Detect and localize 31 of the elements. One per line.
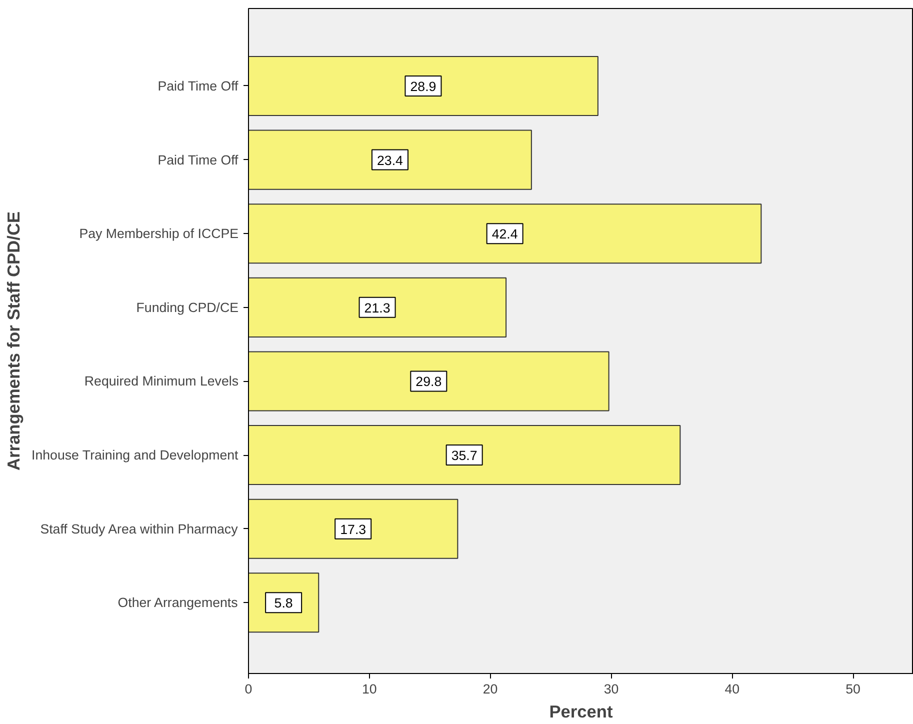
x-tick-label: 40 — [724, 682, 740, 696]
y-tick-label: Paid Time Off — [158, 152, 239, 168]
y-axis-title: Arrangements for Staff CPD/CE — [4, 212, 24, 470]
bar — [248, 56, 598, 116]
data-label: 29.8 — [416, 374, 442, 390]
data-label: 17.3 — [340, 522, 366, 537]
data-label: 5.8 — [274, 596, 293, 611]
y-tick-label: Funding CPD/CE — [136, 300, 239, 315]
y-tick-label: Staff Study Area within Pharmacy — [40, 521, 238, 536]
y-tick-label: Pay Membership of ICCPE — [79, 226, 239, 242]
bar — [248, 277, 507, 338]
bar — [248, 425, 681, 486]
x-tick-label: 0 — [244, 682, 252, 696]
y-tick-label: Other Arrangements — [118, 595, 238, 610]
data-label: 23.4 — [376, 152, 404, 168]
x-tick-label: 20 — [482, 682, 498, 696]
data-label: 35.7 — [451, 448, 478, 464]
bar — [248, 204, 762, 264]
data-label: 28.9 — [410, 78, 436, 94]
data-label: 21.3 — [364, 300, 390, 316]
y-tick-label: Inhouse Training and Development — [32, 448, 239, 463]
bar — [248, 130, 532, 190]
data-label: 42.4 — [492, 226, 518, 242]
x-tick-label: 50 — [846, 682, 860, 696]
bar — [248, 498, 458, 559]
x-tick-label: 10 — [362, 682, 377, 696]
x-tick-label: 30 — [604, 682, 619, 696]
x-axis-title: Percent — [549, 702, 614, 722]
y-tick-label: Required Minimum Levels — [84, 374, 239, 389]
y-tick-label: Paid Time Off — [158, 78, 239, 94]
bar — [248, 351, 610, 412]
